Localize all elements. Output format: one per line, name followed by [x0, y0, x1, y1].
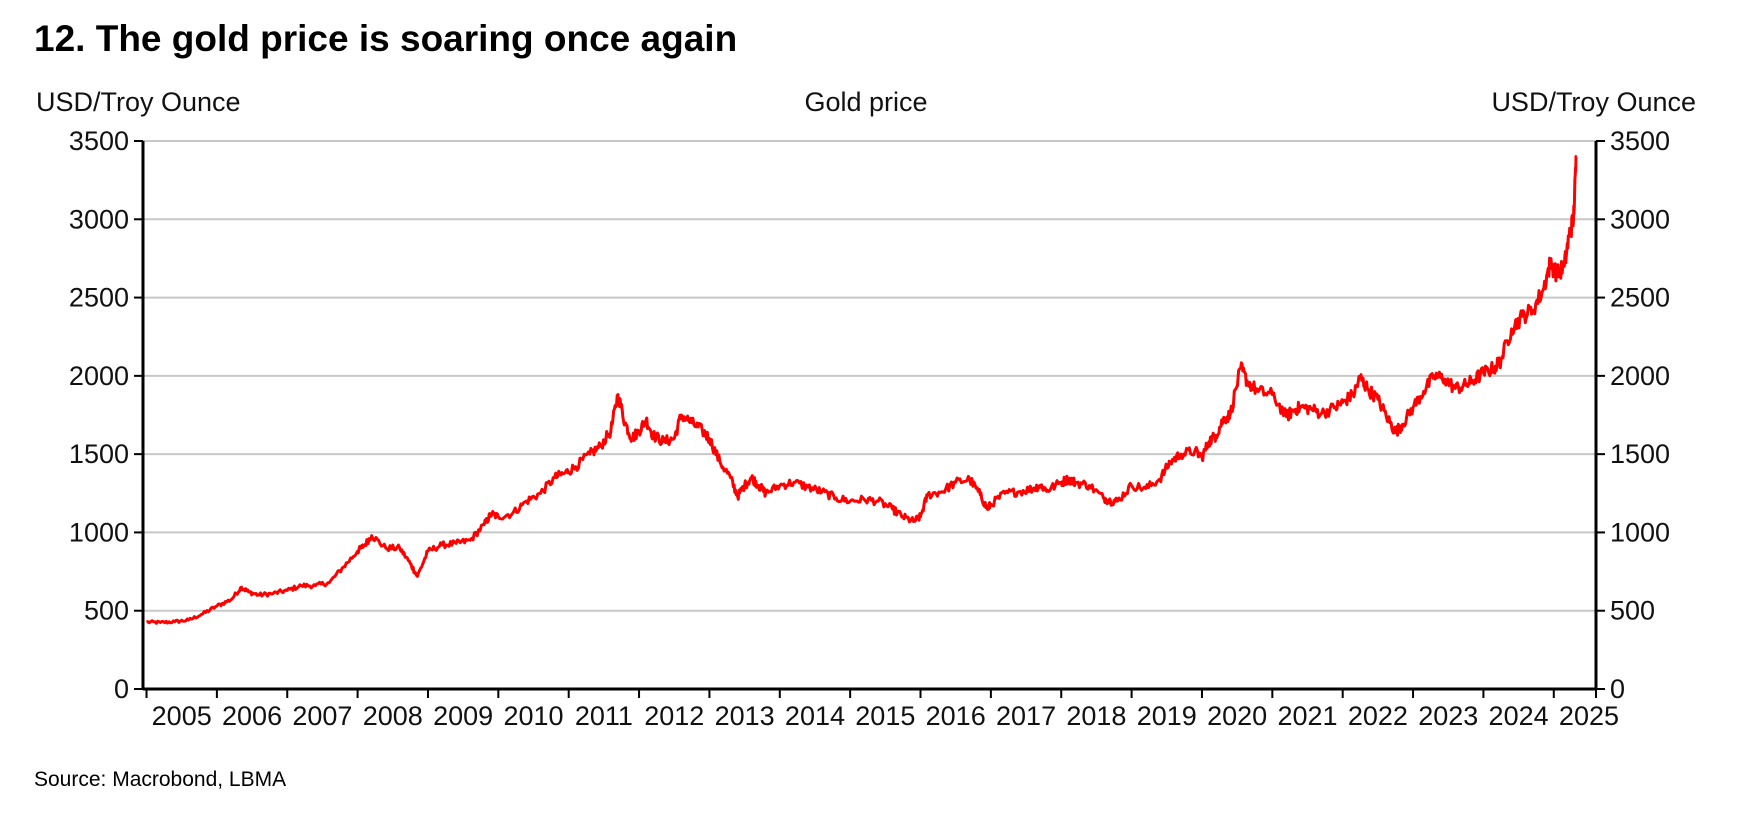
y-tick-label-left: 1500	[69, 439, 129, 469]
x-tick-label: 2025	[1559, 701, 1619, 731]
page-title: 12. The gold price is soaring once again	[34, 18, 738, 59]
y-tick-label-left: 1000	[69, 517, 129, 547]
y-axis-label-right: USD/Troy Ounce	[1491, 87, 1696, 117]
x-tick-label: 2014	[785, 701, 845, 731]
y-tick-label-right: 3500	[1610, 126, 1670, 156]
source-note: Source: Macrobond, LBMA	[34, 768, 287, 791]
y-tick-label-right: 1000	[1610, 517, 1670, 547]
x-tick-label: 2012	[644, 701, 704, 731]
x-tick-label: 2011	[575, 701, 633, 731]
y-tick-label-left: 2000	[69, 361, 129, 391]
x-tick-label: 2005	[152, 701, 212, 731]
chart-title: Gold price	[804, 87, 927, 117]
y-tick-label-right: 0	[1610, 674, 1625, 704]
x-tick-label: 2017	[996, 701, 1056, 731]
x-tick-label: 2015	[855, 701, 915, 731]
ticks	[134, 140, 1605, 698]
x-tick-label: 2007	[292, 701, 352, 731]
x-tick-label: 2006	[222, 701, 282, 731]
axes	[141, 141, 1598, 691]
y-axis-label-left: USD/Troy Ounce	[36, 87, 241, 117]
x-tick-label: 2013	[715, 701, 775, 731]
y-tick-label-right: 3000	[1610, 204, 1670, 234]
tick-labels: 0 0 500 500 1000 1000 1500 1500 2000 2000 2500 2500…	[69, 126, 1670, 731]
x-tick-label: 2016	[926, 701, 986, 731]
x-tick-label: 2020	[1207, 701, 1267, 731]
y-tick-label-left: 500	[84, 596, 129, 626]
gold-price-line	[146, 155, 1578, 625]
x-tick-label: 2021	[1277, 701, 1337, 731]
x-tick-label: 2009	[433, 701, 493, 731]
y-tick-label-right: 2000	[1610, 361, 1670, 391]
x-tick-label: 2024	[1489, 701, 1549, 731]
y-tick-label-left: 0	[114, 674, 129, 704]
x-tick-label: 2008	[363, 701, 423, 731]
x-tick-label: 2010	[503, 701, 563, 731]
y-tick-label-left: 2500	[69, 283, 129, 313]
y-tick-label-right: 1500	[1610, 439, 1670, 469]
y-tick-label-left: 3500	[69, 126, 129, 156]
x-tick-label: 2018	[1066, 701, 1126, 731]
x-tick-label: 2022	[1348, 701, 1408, 731]
x-tick-label: 2023	[1418, 701, 1478, 731]
gridlines	[143, 140, 1596, 612]
series	[146, 155, 1578, 625]
y-tick-label-right: 500	[1610, 596, 1655, 626]
x-tick-label: 2019	[1137, 701, 1197, 731]
y-tick-label-left: 3000	[69, 204, 129, 234]
y-tick-label-right: 2500	[1610, 283, 1670, 313]
